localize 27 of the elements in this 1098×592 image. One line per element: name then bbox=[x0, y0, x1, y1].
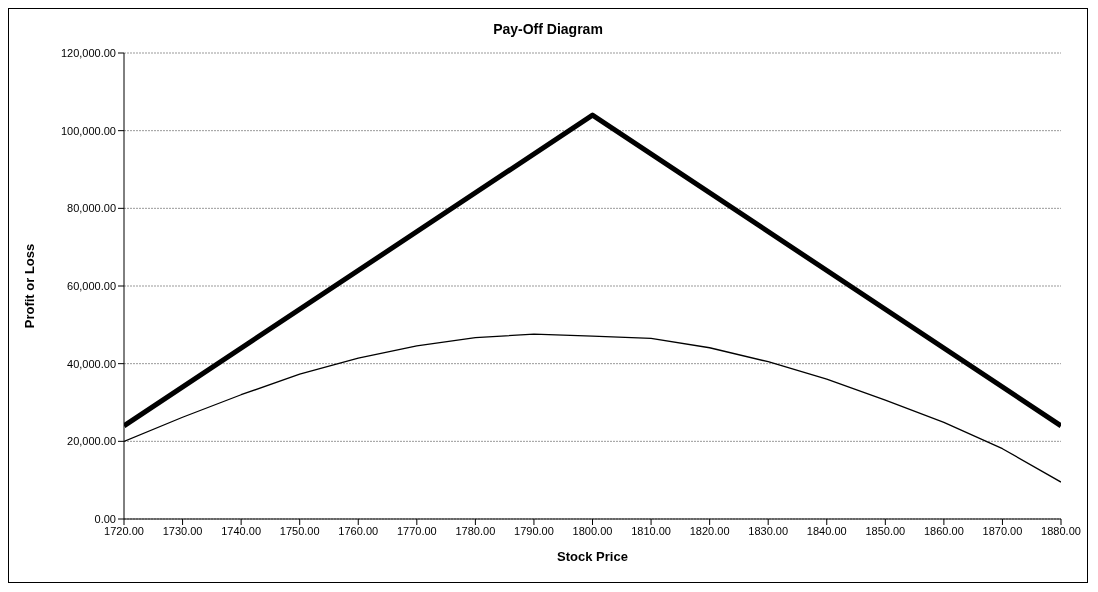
chart-title: Pay-Off Diagram bbox=[492, 20, 604, 39]
x-tick-label: 1760.00 bbox=[338, 524, 379, 537]
y-tick-label: 20,000.00 bbox=[67, 435, 116, 448]
x-tick-label: 1740.00 bbox=[221, 524, 262, 537]
x-axis-title: Stock Price bbox=[557, 549, 628, 564]
y-axis-title: Profit or Loss bbox=[21, 243, 37, 329]
x-tick-label: 1860.00 bbox=[923, 524, 964, 537]
y-tick-label: 40,000.00 bbox=[67, 357, 116, 370]
x-tick-label: 1870.00 bbox=[982, 524, 1023, 537]
x-tick-label: 1790.00 bbox=[514, 524, 554, 537]
y-tick-label: 120,000.00 bbox=[60, 46, 116, 59]
y-tick-label: 60,000.00 bbox=[67, 279, 116, 292]
x-tick-label: 1820.00 bbox=[689, 524, 730, 537]
x-tick-label: 1850.00 bbox=[865, 524, 906, 537]
y-tick-label: 0.00 bbox=[94, 512, 116, 525]
x-tick-label: 1720.00 bbox=[104, 524, 144, 537]
x-tick-label: 1800.00 bbox=[572, 524, 613, 537]
x-tick-label: 1880.00 bbox=[1041, 524, 1081, 537]
x-tick-label: 1750.00 bbox=[279, 524, 320, 537]
y-tick-label: 80,000.00 bbox=[67, 202, 116, 215]
x-tick-label: 1830.00 bbox=[748, 524, 789, 537]
x-tick-label: 1730.00 bbox=[162, 524, 203, 537]
x-tick-label: 1810.00 bbox=[631, 524, 671, 537]
x-tick-label: 1780.00 bbox=[455, 524, 496, 537]
x-tick-label: 1840.00 bbox=[806, 524, 847, 537]
x-tick-label: 1770.00 bbox=[396, 524, 437, 537]
y-tick-label: 100,000.00 bbox=[60, 124, 116, 137]
